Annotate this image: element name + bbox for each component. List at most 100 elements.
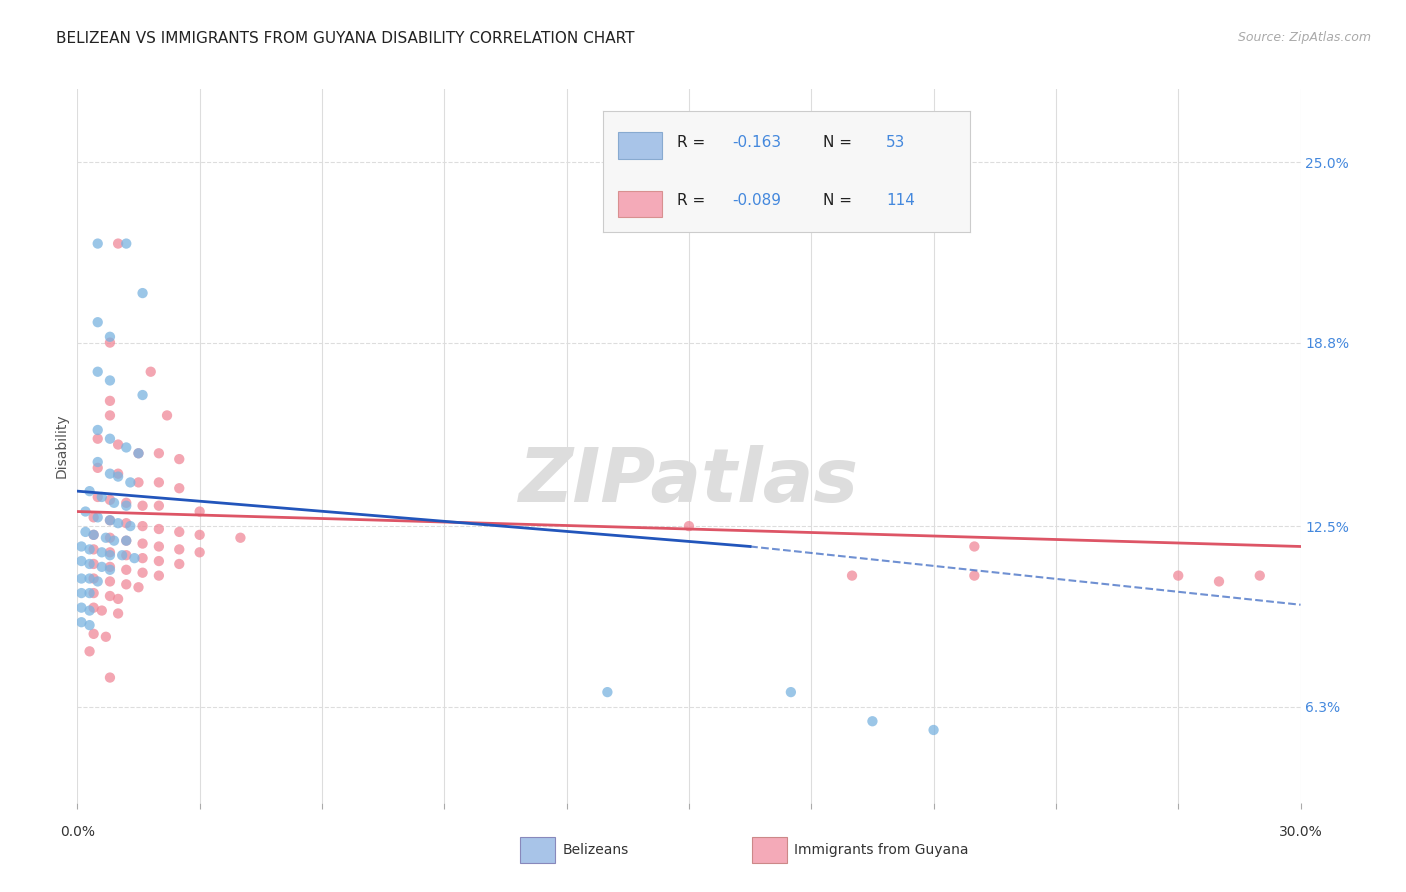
Point [70, 600, 93, 615]
Text: -0.163: -0.163 [731, 135, 780, 150]
Point [963, 568, 986, 582]
Point [98, 432, 121, 446]
Point [156, 409, 179, 423]
Point [79, 618, 101, 632]
Point [188, 545, 211, 559]
Point [922, 723, 945, 737]
Point [115, 496, 138, 510]
Point [79, 542, 101, 557]
Point [115, 441, 138, 455]
Point [87, 432, 110, 446]
Point [79, 586, 101, 600]
Point [94, 531, 117, 545]
Point [98, 560, 121, 574]
Point [169, 452, 191, 467]
Point [87, 315, 110, 329]
Point [148, 475, 170, 490]
Point [115, 533, 138, 548]
Point [115, 516, 138, 531]
Point [98, 513, 121, 527]
Point [148, 446, 170, 460]
Text: 30.0%: 30.0% [1278, 825, 1323, 839]
Point [98, 513, 121, 527]
Point [115, 548, 138, 562]
Point [115, 236, 138, 251]
Point [79, 644, 101, 658]
Point [98, 492, 121, 507]
Point [70, 615, 93, 630]
Point [98, 671, 121, 685]
Point [169, 481, 191, 495]
Point [79, 572, 101, 586]
Point [115, 533, 138, 548]
Point [98, 335, 121, 350]
Point [98, 409, 121, 423]
Point [98, 393, 121, 408]
Text: ZIPatlas: ZIPatlas [519, 445, 859, 518]
Point [83, 542, 105, 557]
Point [90, 603, 112, 617]
Point [596, 685, 619, 699]
Point [70, 554, 93, 568]
Point [83, 627, 105, 641]
Point [90, 545, 112, 559]
Point [79, 484, 101, 499]
Point [98, 545, 121, 559]
Point [98, 563, 121, 577]
Point [107, 437, 129, 451]
Point [1249, 568, 1271, 582]
Point [1167, 568, 1189, 582]
Point [115, 499, 138, 513]
Point [87, 510, 110, 524]
Point [120, 475, 142, 490]
Point [1208, 574, 1230, 589]
Point [963, 540, 986, 554]
Text: -0.089: -0.089 [731, 193, 780, 208]
Point [148, 499, 170, 513]
Point [131, 519, 153, 533]
Point [79, 603, 101, 617]
Point [70, 540, 93, 554]
Point [131, 388, 153, 402]
Point [107, 467, 129, 481]
Point [70, 572, 93, 586]
Point [169, 524, 191, 539]
Point [83, 510, 105, 524]
Point [75, 524, 97, 539]
Point [98, 467, 121, 481]
Text: R =: R = [676, 193, 710, 208]
Point [862, 714, 884, 729]
Point [139, 365, 162, 379]
Point [87, 460, 110, 475]
Point [131, 551, 153, 566]
Point [188, 528, 211, 542]
Point [83, 528, 105, 542]
Point [111, 548, 134, 562]
Point [120, 519, 142, 533]
Point [115, 563, 138, 577]
Text: Immigrants from Guyana: Immigrants from Guyana [794, 843, 969, 857]
Text: BELIZEAN VS IMMIGRANTS FROM GUYANA DISABILITY CORRELATION CHART: BELIZEAN VS IMMIGRANTS FROM GUYANA DISAB… [56, 31, 634, 46]
Point [678, 519, 700, 533]
Point [83, 557, 105, 571]
Text: N =: N = [824, 193, 858, 208]
Point [229, 531, 252, 545]
Point [79, 557, 101, 571]
Point [169, 557, 191, 571]
Point [188, 504, 211, 518]
Point [780, 685, 803, 699]
Point [87, 574, 110, 589]
Point [148, 522, 170, 536]
Point [107, 516, 129, 531]
Point [131, 536, 153, 550]
Point [98, 531, 121, 545]
Text: Source: ZipAtlas.com: Source: ZipAtlas.com [1237, 31, 1371, 45]
Point [87, 423, 110, 437]
Point [103, 496, 125, 510]
Point [128, 446, 150, 460]
Point [90, 490, 112, 504]
Point [83, 600, 105, 615]
Point [107, 469, 129, 483]
Text: N =: N = [824, 135, 858, 150]
Point [115, 577, 138, 591]
